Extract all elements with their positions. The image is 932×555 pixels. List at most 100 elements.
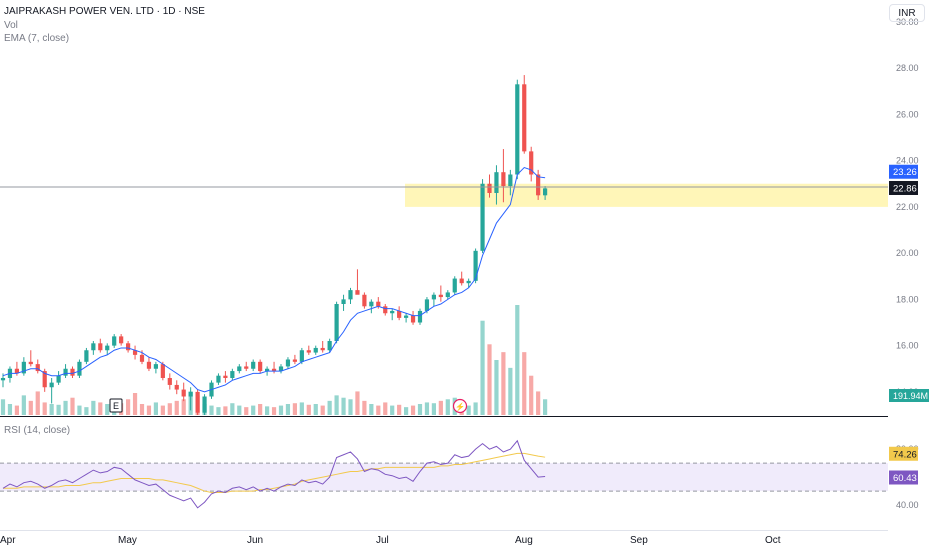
candle-body — [390, 310, 395, 314]
candle-body — [28, 361, 33, 365]
last-price-tag-bg — [889, 180, 918, 195]
volume-bar — [105, 404, 110, 415]
volume-bar — [42, 402, 47, 415]
volume-bar — [313, 404, 318, 415]
volume-bar — [355, 391, 360, 415]
candle-body — [70, 368, 75, 376]
volume-bar — [28, 400, 33, 415]
candle-body — [0, 378, 6, 381]
candle-body — [529, 151, 534, 175]
candle-body — [63, 368, 68, 376]
candle-body — [195, 391, 200, 413]
event-marker — [452, 398, 468, 414]
candle-body — [14, 368, 19, 374]
rsi-ma-tag-bg — [889, 446, 918, 461]
rsi-ma-tag-text: 74.26 — [893, 449, 917, 460]
candle-body — [341, 299, 346, 304]
volume-bar — [160, 405, 165, 415]
volume-bar — [397, 404, 402, 415]
volume-bar — [438, 400, 443, 415]
candle-body — [473, 250, 478, 281]
volume-bar — [98, 402, 103, 415]
volume-bar — [209, 405, 214, 415]
candle-body — [251, 361, 256, 369]
volume-bar — [327, 400, 332, 415]
candle-body — [153, 364, 158, 369]
candle-body — [410, 315, 416, 323]
volume-bar — [223, 406, 228, 415]
volume-bar — [230, 403, 235, 415]
volume-bar — [174, 400, 179, 415]
volume-bar — [70, 397, 75, 415]
candle-body — [522, 84, 527, 152]
currency-button[interactable]: INR — [889, 4, 925, 22]
candle-body — [258, 361, 263, 372]
volume-bar — [417, 404, 423, 415]
candle-body — [362, 294, 367, 307]
volume-bar — [473, 402, 478, 415]
rsi-legend[interactable]: RSI (14, close) — [4, 425, 71, 436]
volume-bar — [126, 399, 131, 415]
volume-bar — [494, 360, 499, 415]
rsi-tick-label: 40.00 — [896, 500, 919, 510]
ema-legend[interactable]: EMA (7, close) — [4, 33, 70, 44]
candle-body — [285, 359, 291, 367]
volume-bar — [348, 399, 353, 415]
candle-body — [355, 290, 360, 295]
candle-body — [487, 183, 492, 193]
volume-bar — [404, 407, 409, 415]
candle-body — [501, 172, 506, 187]
volume-legend[interactable]: Vol — [4, 20, 18, 31]
candle-body — [383, 306, 388, 314]
volume-bar — [292, 403, 297, 415]
volume-bar — [334, 395, 339, 415]
candle-body — [292, 359, 297, 362]
candle-body — [327, 341, 332, 351]
volume-bar — [84, 407, 89, 415]
candle-body — [77, 361, 82, 376]
volume-bar — [7, 404, 13, 415]
volume-bar — [35, 391, 40, 415]
earnings-marker — [109, 398, 123, 413]
candle-body — [174, 384, 179, 390]
volume-bar — [431, 403, 436, 415]
candle-body — [376, 301, 381, 307]
time-tick-label: Aug — [515, 535, 533, 546]
candle-body — [230, 371, 235, 378]
price-tick-label: 16.00 — [896, 341, 919, 351]
rsi-value-tag-bg — [889, 470, 918, 485]
candle-body — [35, 364, 40, 372]
candle-body — [438, 294, 443, 298]
candle-body — [244, 366, 249, 369]
price-tick-label: 28.00 — [896, 63, 919, 73]
volume-bar — [543, 399, 548, 415]
volume-bar — [362, 400, 367, 415]
volume-bar — [244, 407, 249, 415]
candle-body — [139, 354, 145, 362]
volume-bar — [216, 407, 221, 415]
volume-bar — [14, 405, 19, 415]
volume-bar — [445, 399, 450, 415]
volume-bar — [56, 404, 61, 415]
price-tick-label: 26.00 — [896, 109, 919, 119]
candle-body — [126, 343, 131, 351]
candle-body — [299, 350, 304, 362]
candle-body — [480, 183, 485, 251]
candle-body — [543, 188, 548, 196]
candle-body — [132, 350, 138, 355]
volume-bar — [77, 405, 82, 415]
volume-bar — [487, 344, 492, 415]
volume-bar — [49, 404, 54, 415]
candle-body — [216, 375, 221, 383]
volume-bar — [181, 399, 186, 415]
volume-bar — [369, 404, 374, 415]
candle-body — [445, 292, 450, 298]
volume-tag-bg — [889, 389, 929, 402]
symbol-title[interactable]: JAIPRAKASH POWER VEN. LTD · 1D · NSE — [4, 6, 205, 17]
volume-bar — [529, 375, 534, 415]
candle-body — [265, 368, 270, 372]
candle-body — [417, 310, 423, 323]
event-marker-icon: ⚡ — [455, 402, 465, 412]
